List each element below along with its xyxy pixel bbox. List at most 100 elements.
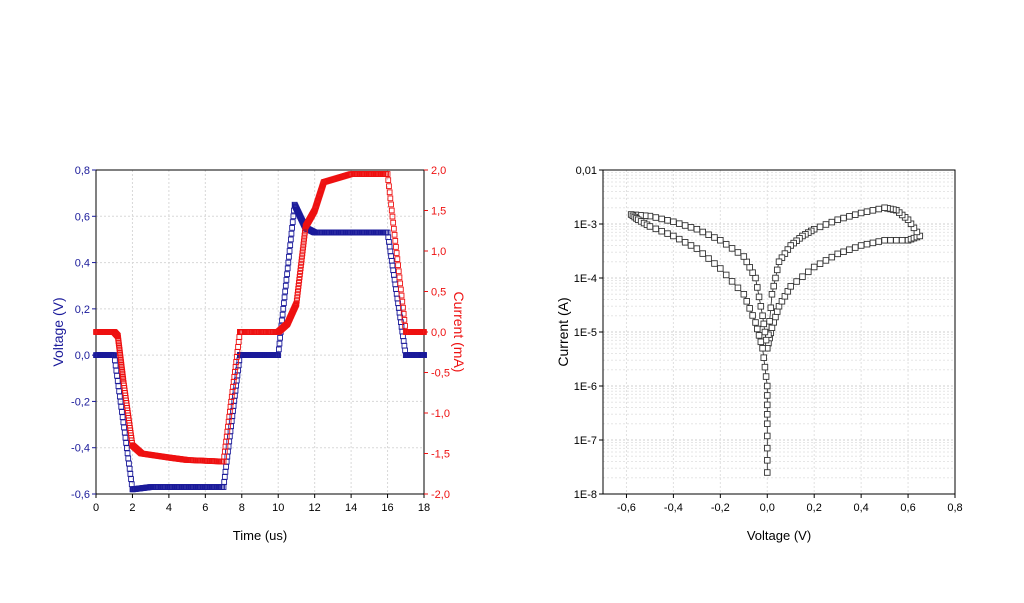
- y2-axis-label: Current (mA): [451, 292, 467, 373]
- data-point: [787, 283, 794, 290]
- data-point: [693, 225, 701, 233]
- chart-current-voltage-log: -0,6 -0,4 -0,2 0,0 0,2 0,4 0,6 0,8 1E-8 1E-7 1E-6…: [555, 165, 963, 543]
- data-point: [768, 324, 776, 331]
- data-point: [857, 209, 865, 217]
- data-point-voltage: [280, 306, 287, 312]
- x-axis-ticks: 0 2 4 6 8 10 12 14 16 18: [93, 494, 430, 514]
- data-point-voltage: [226, 438, 233, 445]
- data-point: [761, 328, 769, 336]
- data-point: [717, 237, 724, 244]
- data-point-voltage: [284, 271, 290, 277]
- data-point-current: [393, 244, 399, 250]
- data-point: [755, 332, 763, 339]
- data-point-voltage: [283, 277, 290, 283]
- data-point-voltage: [400, 338, 407, 344]
- data-point-current: [421, 329, 427, 335]
- data-point: [757, 303, 765, 310]
- data-point: [705, 255, 712, 262]
- data-point: [887, 237, 894, 244]
- data-point-current: [296, 274, 303, 280]
- data-point-current: [392, 238, 399, 244]
- data-point-current: [223, 438, 229, 445]
- data-point: [768, 291, 776, 298]
- y-tick-label: 0,6: [75, 211, 90, 223]
- data-point: [699, 250, 706, 257]
- data-point: [766, 318, 773, 325]
- data-point: [743, 258, 750, 266]
- data-point: [764, 469, 771, 476]
- data-point-current: [391, 225, 397, 232]
- data-point: [658, 227, 665, 235]
- data-point-voltage: [387, 248, 394, 255]
- x-tick-label: 10: [272, 502, 284, 514]
- y-tick-label: 1E-6: [574, 381, 597, 393]
- y-tick-label: 1E-3: [574, 219, 597, 231]
- data-point: [740, 253, 748, 260]
- data-point-current: [235, 344, 241, 350]
- data-point-voltage: [222, 468, 229, 475]
- data-point: [772, 313, 779, 321]
- data-point: [754, 284, 761, 291]
- data-point-voltage: [390, 267, 397, 274]
- data-point: [749, 312, 756, 319]
- data-point: [816, 260, 824, 267]
- data-point-voltage: [282, 282, 289, 289]
- data-point-current: [294, 288, 301, 295]
- x-tick-label: -0,4: [664, 502, 683, 514]
- data-point: [664, 230, 671, 237]
- data-point: [875, 205, 882, 213]
- data-point: [893, 237, 900, 244]
- data-point: [664, 217, 671, 224]
- data-point-current: [296, 280, 302, 286]
- data-point-voltage: [279, 317, 285, 324]
- data-point-voltage: [402, 347, 408, 354]
- x-tick-label: 16: [381, 502, 393, 514]
- data-point-voltage: [289, 219, 296, 225]
- data-point-current: [296, 277, 303, 283]
- data-point-voltage: [282, 288, 289, 295]
- data-point-current: [384, 171, 391, 177]
- data-point: [767, 304, 775, 312]
- data-point-current: [386, 189, 393, 196]
- data-point: [869, 239, 877, 247]
- data-point-current: [300, 244, 306, 251]
- data-point-voltage: [120, 419, 127, 426]
- data-point: [875, 238, 882, 245]
- data-point: [898, 237, 906, 244]
- y2-tick-label: -1,5: [431, 449, 450, 461]
- data-point-current: [221, 448, 228, 455]
- data-point: [834, 216, 841, 223]
- data-point-current: [302, 229, 308, 236]
- series-voltage: [93, 201, 427, 493]
- data-point: [752, 274, 759, 282]
- data-point-current: [386, 183, 392, 190]
- y-axis-ticks: 1E-8 1E-7 1E-6 1E-5 1E-4 1E-3 0,01: [574, 165, 603, 501]
- chart-voltage-current-time: 0 2 4 6 8 10 12 14 16 18 -0,6 -0,4 -0,2 0,0 0,2 0,4 0,6…: [50, 165, 467, 543]
- x-tick-label: 18: [418, 502, 430, 514]
- y2-tick-label: 1,5: [431, 206, 446, 218]
- y2-axis-ticks: -2,0 -1,5 -1,0 -0,5 0,0 0,5 1,0 1,5 2,0: [424, 165, 450, 501]
- data-point: [711, 260, 718, 267]
- data-point-current: [387, 195, 394, 202]
- data-point: [761, 363, 769, 371]
- data-point: [828, 253, 836, 261]
- y-tick-label: 1E-7: [574, 435, 597, 447]
- data-point: [822, 257, 830, 264]
- data-point: [764, 457, 771, 464]
- data-point: [816, 223, 824, 231]
- data-point-current: [301, 235, 308, 242]
- data-point: [764, 432, 771, 440]
- y-tick-label: -0,4: [71, 443, 90, 455]
- data-point-voltage: [287, 236, 294, 243]
- data-point: [852, 244, 859, 251]
- y-tick-label: -0,2: [71, 396, 90, 408]
- data-point-voltage: [275, 352, 282, 358]
- data-point-voltage: [126, 460, 132, 467]
- data-point: [863, 240, 871, 248]
- data-point-current: [399, 298, 406, 305]
- data-point-current: [298, 262, 304, 269]
- data-point: [646, 223, 654, 230]
- y-tick-label: 1E-8: [574, 489, 597, 501]
- data-point-voltage: [279, 311, 286, 318]
- data-point: [772, 274, 779, 282]
